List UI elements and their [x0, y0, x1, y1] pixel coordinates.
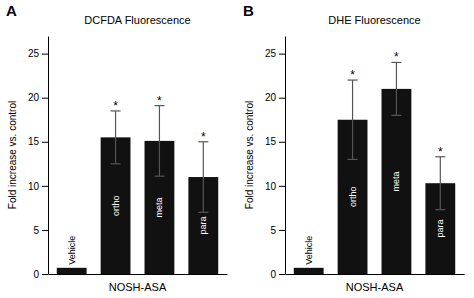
error-bar-cap: [348, 159, 358, 160]
y-tick: 5: [33, 225, 48, 236]
category-label: para: [435, 220, 445, 238]
y-tick-mark: [42, 54, 48, 55]
y-tick-label: 20: [265, 92, 277, 103]
error-bar-cap: [391, 115, 401, 116]
significance-label: *: [350, 68, 355, 82]
y-tick: 15: [265, 136, 285, 147]
category-label: Vehicle: [304, 236, 314, 265]
error-bar-cap: [154, 176, 164, 177]
error-bar: [111, 111, 121, 164]
error-bar: [391, 62, 401, 115]
y-axis: 0 5 10 15 20 25: [265, 37, 286, 280]
significance-label: *: [438, 145, 443, 159]
y-tick-label: 25: [28, 48, 40, 59]
chart-title: DHE Fluorescence: [328, 14, 420, 26]
y-tick: 10: [28, 181, 48, 192]
y-tick: 0: [270, 269, 285, 280]
x-axis-title: NOSH-ASA: [109, 281, 167, 293]
y-tick-mark: [42, 230, 48, 231]
error-bar-stem: [352, 80, 353, 159]
category-label: ortho: [111, 195, 121, 216]
y-tick-mark: [279, 186, 285, 187]
x-axis: [49, 274, 228, 275]
y-tick-mark: [279, 274, 285, 275]
significance-label: *: [201, 130, 206, 144]
y-tick-label: 15: [265, 136, 277, 147]
error-bar-stem: [440, 157, 441, 210]
category-label: meta: [154, 197, 164, 217]
bar: [294, 268, 324, 274]
significance-labels: * * *: [350, 50, 443, 158]
y-tick: 20: [28, 92, 48, 103]
x-axis-line: [49, 274, 228, 275]
y-tick: 0: [33, 269, 48, 280]
y-tick-label: 5: [270, 225, 276, 236]
error-bar-stem: [203, 142, 204, 213]
significance-label: *: [113, 99, 118, 113]
y-tick-label: 10: [28, 181, 40, 192]
x-axis: [286, 274, 465, 275]
category-label: meta: [391, 171, 401, 191]
y-tick: 10: [265, 181, 285, 192]
panel: 0 5 10 15 20 25 Vehicle ortho meta para * * * NOSH-AS…: [243, 2, 465, 293]
y-tick-label: 0: [33, 269, 39, 280]
panel-label: A: [6, 2, 17, 19]
y-tick-label: 20: [28, 92, 40, 103]
y-axis-title: Fold increase vs. control: [244, 101, 255, 209]
chart-svg: 0 5 10 15 20 25 Vehicle ortho meta para * * * NOSH-AS…: [0, 0, 474, 298]
y-axis: 0 5 10 15 20 25: [28, 37, 49, 280]
error-bar-cap: [111, 163, 121, 164]
error-bar-stem: [396, 62, 397, 115]
y-axis-line: [48, 37, 49, 275]
error-bar-stem: [159, 106, 160, 177]
y-tick-label: 10: [265, 181, 277, 192]
y-tick: 15: [28, 136, 48, 147]
error-bar-cap: [435, 209, 445, 210]
error-bar: [348, 80, 358, 159]
y-axis-line: [285, 37, 286, 275]
plot-area: 0 5 10 15 20 25 Vehicle ortho meta para * * * NOSH-AS…: [7, 37, 228, 294]
y-tick-label: 5: [33, 225, 39, 236]
y-tick-mark: [42, 186, 48, 187]
x-axis-title: NOSH-ASA: [346, 281, 404, 293]
panel: 0 5 10 15 20 25 Vehicle ortho meta para * * * NOSH-AS…: [6, 2, 228, 293]
y-tick-mark: [279, 54, 285, 55]
y-tick: 25: [265, 48, 285, 59]
bar: [382, 89, 412, 274]
y-tick-mark: [42, 98, 48, 99]
y-tick-mark: [42, 274, 48, 275]
y-tick: 20: [265, 92, 285, 103]
y-tick-mark: [279, 98, 285, 99]
y-tick-label: 15: [28, 136, 40, 147]
significance-label: *: [394, 50, 399, 64]
marks: [294, 62, 455, 274]
y-tick-mark: [42, 142, 48, 143]
error-bar: [154, 106, 164, 177]
y-tick-mark: [279, 230, 285, 231]
category-labels: Vehicle ortho meta para: [67, 195, 209, 264]
y-tick: 5: [270, 225, 285, 236]
x-axis-line: [286, 274, 465, 275]
category-label: Vehicle: [67, 236, 77, 265]
significance-label: *: [157, 94, 162, 108]
marks: [57, 106, 218, 274]
plot-area: 0 5 10 15 20 25 Vehicle ortho meta para * * * NOSH-AS…: [244, 37, 465, 294]
significance-labels: * * *: [113, 94, 206, 144]
category-label: ortho: [348, 187, 358, 208]
chart-container: 0 5 10 15 20 25 Vehicle ortho meta para * * * NOSH-AS…: [0, 0, 474, 298]
category-labels: Vehicle ortho meta para: [304, 171, 446, 264]
error-bar-stem: [115, 111, 116, 164]
y-tick: 25: [28, 48, 48, 59]
chart-title: DCFDA Fluorescence: [84, 14, 190, 26]
panel-label: B: [243, 2, 254, 19]
bar: [57, 268, 87, 274]
error-bar: [435, 157, 445, 210]
y-tick-label: 25: [265, 48, 277, 59]
category-label: para: [198, 217, 208, 235]
y-tick-mark: [279, 142, 285, 143]
error-bar-cap: [198, 212, 208, 213]
error-bar: [198, 142, 208, 213]
y-tick-label: 0: [270, 269, 276, 280]
y-axis-title: Fold increase vs. control: [7, 101, 18, 209]
